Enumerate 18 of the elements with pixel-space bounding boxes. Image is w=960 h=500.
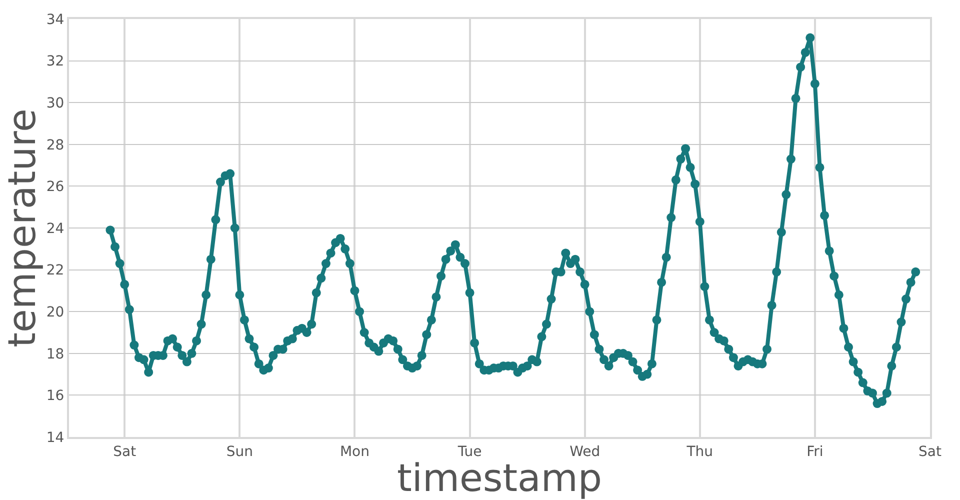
y-tick-label: 16	[46, 388, 64, 404]
y-tick-label: 34	[46, 12, 64, 28]
y-tick-label: 22	[46, 262, 64, 279]
y-tick-label: 18	[46, 346, 64, 362]
y-tick-label: 24	[46, 220, 64, 237]
y-axis-title: temperature	[0, 108, 44, 348]
x-tick-label: Mon	[340, 444, 370, 460]
y-tick-label: 32	[46, 54, 64, 70]
y-tick-label: 28	[46, 137, 64, 154]
x-tick-label: Fri	[806, 444, 824, 460]
x-tick-label: Sun	[226, 444, 253, 460]
x-tick-label: Sat	[918, 444, 942, 460]
x-tick-label: Sat	[113, 444, 137, 460]
x-tick-label: Thu	[686, 444, 714, 460]
y-tick-label: 14	[46, 430, 64, 446]
y-tick-label: 26	[46, 179, 64, 196]
y-tick-label: 20	[46, 304, 64, 320]
y-tick-label: 30	[46, 96, 64, 112]
